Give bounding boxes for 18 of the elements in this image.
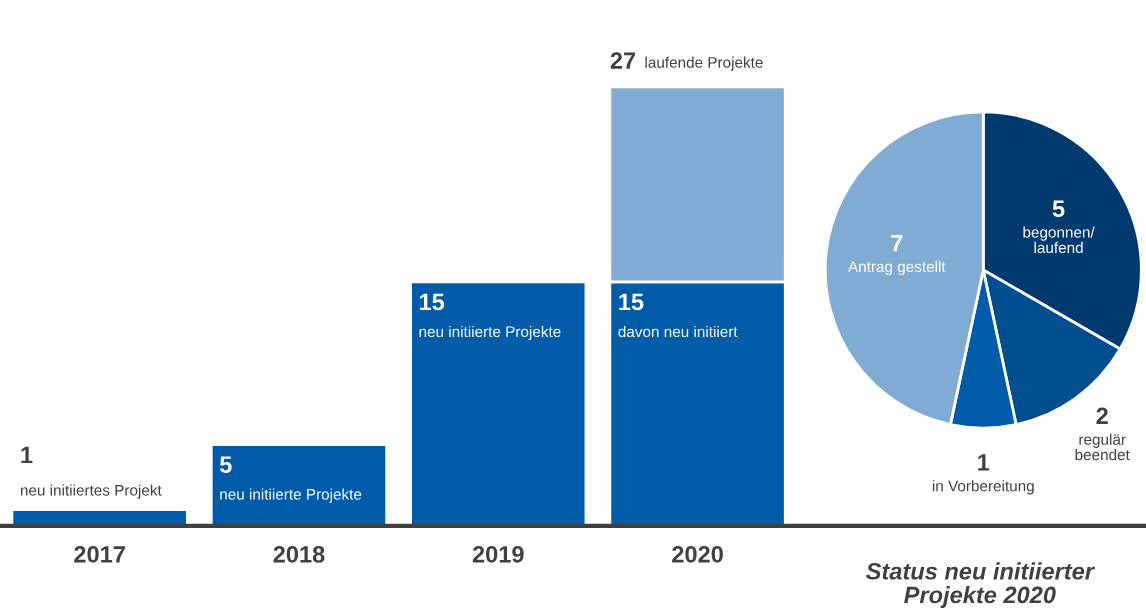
- x-tick-label: 2019: [472, 545, 524, 563]
- data-label: 5 neu initiierte Projekte: [219, 456, 362, 503]
- slice-label: in Vorbereitung: [932, 480, 1034, 495]
- slice-label: begonnen/ laufend: [1023, 226, 1095, 254]
- x-tick-label: 2018: [273, 545, 325, 563]
- data-label: 2: [1096, 407, 1108, 425]
- data-label: 5: [1052, 200, 1065, 218]
- text: Status neu initiierter Projekte 2020: [865, 562, 1096, 608]
- data-label: 7: [891, 234, 903, 252]
- data-label: 15 neu initiierte Projekte: [419, 293, 561, 341]
- data-label: 1: [978, 454, 990, 471]
- slice-label: regulär beendet: [1075, 433, 1130, 461]
- x-tick-label: 2017: [74, 545, 125, 563]
- x-tick-label: 2020: [672, 545, 723, 563]
- total-label: 27 laufende Projekte: [610, 52, 763, 71]
- data-label: 15 davon neu initiiert: [618, 293, 738, 338]
- data-label: 1 neu initiiertes Projekt: [20, 446, 162, 499]
- slice-label: Antrag gestellt: [848, 260, 946, 276]
